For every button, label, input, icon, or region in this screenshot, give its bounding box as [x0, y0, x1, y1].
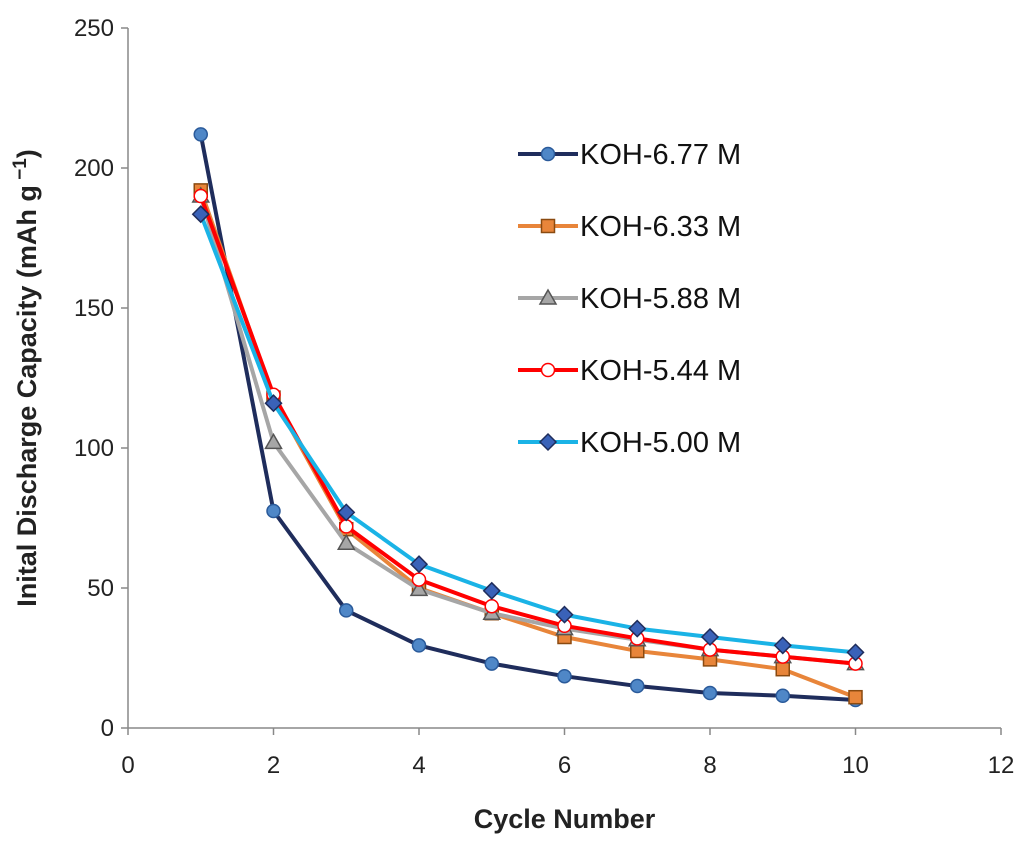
legend-label: KOH-6.33 M [580, 211, 741, 243]
data-point [700, 627, 720, 647]
series-line [198, 195, 856, 666]
data-point [411, 572, 427, 587]
y-tick-label: 150 [74, 295, 114, 322]
x-tick-label: 8 [703, 752, 716, 779]
data-point [630, 678, 645, 694]
data-point [484, 656, 499, 671]
series-line [198, 195, 856, 666]
x-tick-label: 12 [988, 752, 1015, 779]
data-point [264, 394, 283, 413]
data-point [702, 685, 718, 701]
series-line [198, 134, 856, 702]
data-point [193, 127, 208, 142]
legend: KOH-6.77 M KOH-6.33 M KOH-5.88 M KOH-5.44 M… [518, 139, 741, 459]
x-tick-label: 2 [267, 752, 280, 779]
data-point [846, 643, 865, 662]
legend-label: KOH-5.00 M [580, 427, 741, 459]
x-tick-label: 0 [121, 752, 134, 779]
legend-item: KOH-5.88 M [518, 283, 741, 315]
legend-label: KOH-5.88 M [580, 283, 741, 315]
series-layer [191, 127, 865, 708]
y-tick-label: 100 [74, 435, 114, 462]
y-axis-title-main: Inital Discharge Capacity (mAh g [12, 185, 42, 607]
legend-marker [540, 218, 556, 234]
data-point [775, 661, 790, 677]
series-koh-5-44-m [193, 188, 863, 671]
axes: 0 50 100 150 200 250 0 2 4 6 8 10 12 [74, 15, 1014, 779]
x-tick-label: 6 [558, 752, 571, 779]
data-point [411, 638, 427, 653]
y-tick-label: 0 [101, 715, 114, 742]
data-point [848, 689, 863, 705]
y-tick-label: 200 [74, 155, 114, 182]
x-tick-label: 4 [412, 752, 425, 779]
legend-marker [540, 362, 556, 378]
y-tick-label: 250 [74, 15, 114, 42]
data-point [775, 688, 790, 704]
data-point [484, 598, 499, 614]
x-tick-label: 10 [842, 752, 869, 779]
data-point [266, 503, 281, 519]
legend-item: KOH-5.00 M [518, 427, 741, 459]
legend-marker [538, 288, 558, 305]
data-point [339, 603, 354, 618]
data-point [773, 636, 792, 655]
series-koh-6-77-m [193, 127, 863, 708]
legend-label: KOH-6.77 M [580, 139, 741, 171]
data-point [409, 555, 429, 574]
x-axis-title: Cycle Number [474, 804, 656, 834]
y-axis-title-close: ) [12, 149, 42, 158]
y-axis-title: Inital Discharge Capacity (mAh g −1) [10, 149, 43, 607]
data-point [482, 581, 501, 600]
series-koh-5-00-m [191, 205, 865, 662]
data-point [628, 619, 647, 638]
legend-item: KOH-5.44 M [518, 355, 741, 387]
data-point [264, 432, 283, 450]
data-point [339, 519, 354, 534]
data-point [337, 503, 356, 522]
legend-marker [540, 146, 556, 162]
data-point [336, 533, 356, 550]
y-axis-title-superscript: −1 [10, 158, 31, 185]
data-point [191, 205, 210, 224]
legend-label: KOH-5.44 M [580, 355, 741, 387]
data-point [555, 605, 574, 624]
data-point [193, 188, 208, 204]
legend-item: KOH-6.77 M [518, 139, 741, 171]
legend-marker [538, 432, 558, 452]
y-tick-label: 50 [87, 575, 114, 602]
legend-item: KOH-6.33 M [518, 211, 741, 243]
data-point [409, 579, 429, 597]
data-point [557, 668, 572, 684]
series-line [198, 213, 856, 655]
